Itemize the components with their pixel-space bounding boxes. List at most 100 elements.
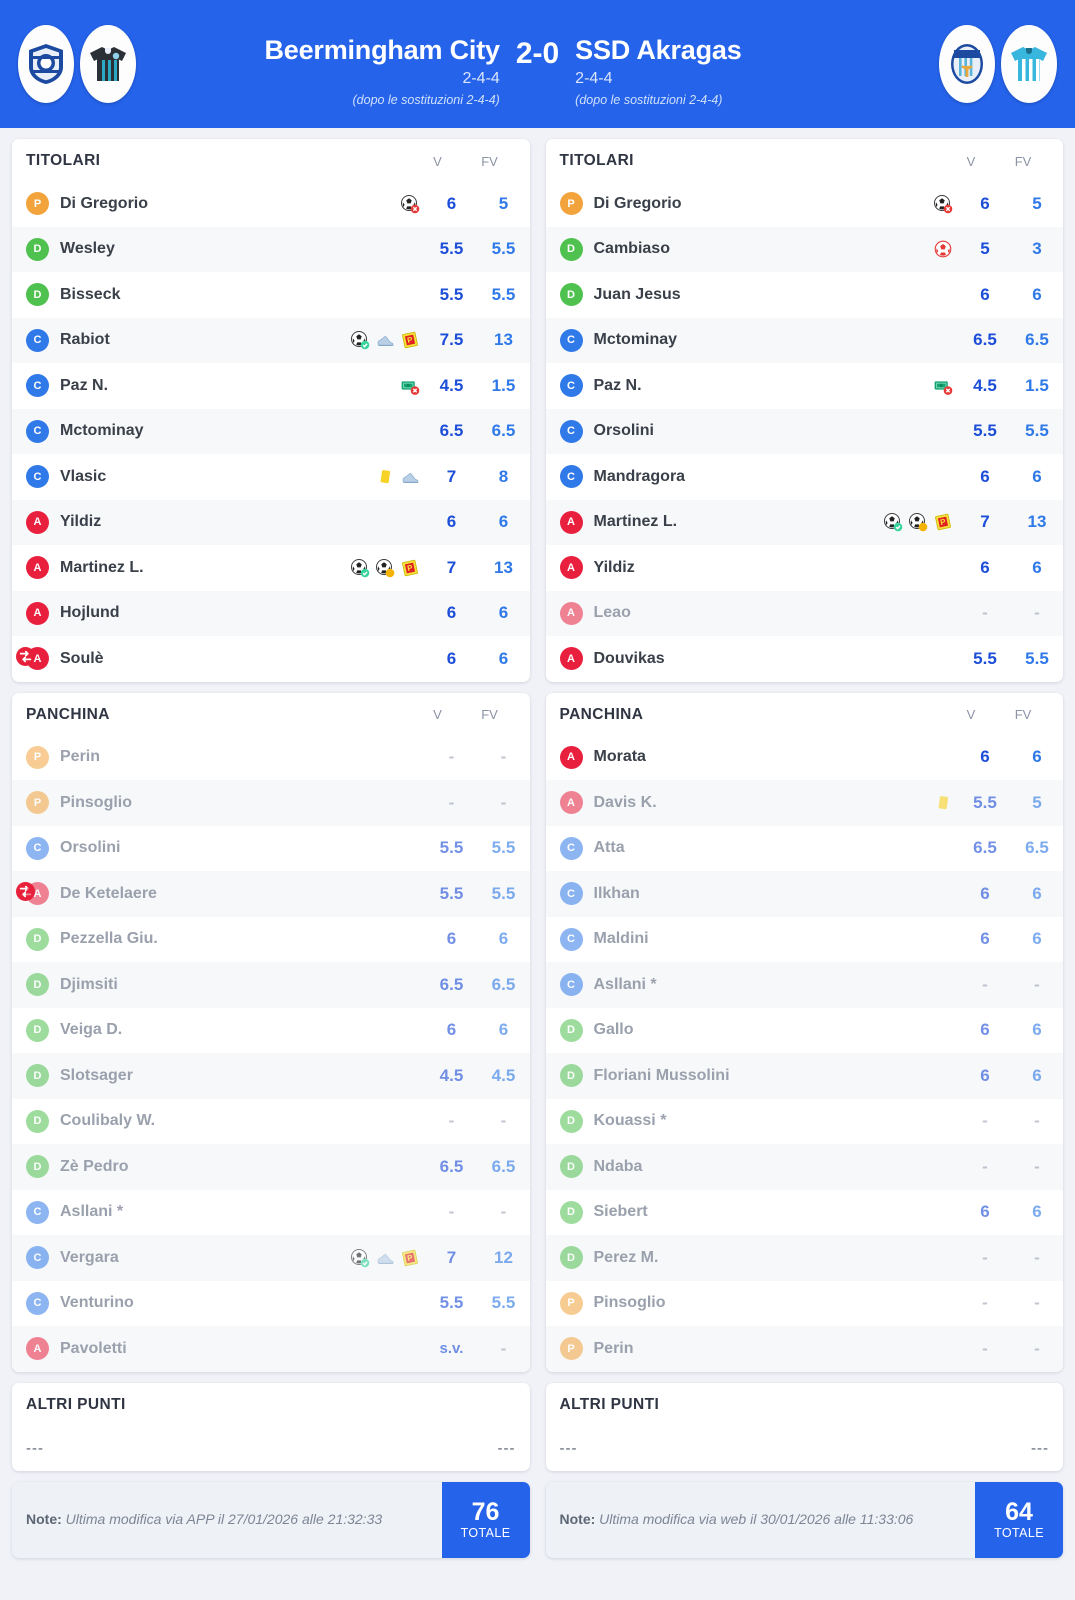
player-name: Juan Jesus [593, 285, 681, 303]
player-row[interactable]: D Ndaba - - [545, 1144, 1063, 1190]
player-row[interactable]: P Di Gregorio 6 5 [546, 181, 1064, 227]
player-name: Wesley [60, 240, 115, 258]
away-panchina-header: PANCHINA V FV [546, 693, 1064, 735]
home-total-box: 76 TOTALE [441, 1481, 530, 1558]
player-row[interactable]: A Martinez L. P 7 13 [12, 545, 530, 591]
player-role-badge: A [559, 601, 583, 625]
player-row[interactable]: D Bisseck 5.5 5.5 [12, 272, 530, 318]
player-voto: - [448, 1202, 455, 1222]
player-role-badge: D [26, 973, 49, 997]
player-row[interactable]: D Perez M. - - [545, 1235, 1063, 1281]
home-titolari-list: P Di Gregorio 6 5 D Wesley 5.5 5.5 D Bisseck 5.5 5.… [12, 181, 530, 682]
player-fantavoto: 5.5 [491, 284, 516, 304]
yellow-card-icon [933, 793, 953, 813]
player-voto: 5 [980, 239, 990, 259]
player-row[interactable]: A De Ketelaere 5.5 5.5 [12, 871, 530, 917]
player-name: Atta [593, 839, 625, 857]
player-fantavoto: 6 [498, 929, 509, 949]
away-club-kit-icon[interactable] [1001, 25, 1057, 103]
goal-scored-icon [350, 1248, 370, 1268]
player-row[interactable]: D Zè Pedro 6.5 6.5 [12, 1144, 530, 1190]
goal-scored-icon [350, 330, 370, 350]
player-row[interactable]: C Venturino 5.5 5.5 [12, 1281, 530, 1327]
player-row[interactable]: D Djimsiti 6.5 6.5 [12, 962, 530, 1008]
player-row[interactable]: A Pavoletti s.v. - [12, 1326, 530, 1372]
player-role-badge: D [26, 283, 49, 307]
player-row[interactable]: D Siebert 6 6 [546, 1190, 1064, 1236]
player-row[interactable]: C Rabiot P 7.5 13 [12, 317, 530, 363]
home-panchina-card: PANCHINA V FV P Perin - - P Pinsoglio - - C Orsol… [12, 692, 530, 1372]
player-name: Perin [60, 748, 101, 766]
player-row[interactable]: C Vlasic 7 8 [12, 454, 530, 500]
player-row[interactable]: A Yildiz 6 6 [546, 545, 1064, 591]
player-row[interactable]: P Pinsoglio - - [546, 1281, 1064, 1327]
player-row[interactable]: D Juan Jesus 6 6 [546, 272, 1064, 318]
player-row[interactable]: D Veiga D. 6 6 [12, 1008, 530, 1054]
player-row[interactable]: A Martinez L. P 7 13 [545, 499, 1063, 545]
player-fantavoto: 6 [1032, 883, 1042, 903]
player-event-icons [400, 194, 420, 214]
player-row[interactable]: A Morata 6 6 [546, 735, 1064, 781]
player-row[interactable]: D Slotsager 4.5 4.5 [12, 1053, 530, 1099]
svg-text:P: P [406, 335, 414, 345]
player-row[interactable]: C Vergara P 7 12 [12, 1235, 530, 1281]
player-row[interactable]: A Douvikas 5.5 5.5 [546, 636, 1064, 682]
player-fantavoto: 6 [1032, 284, 1042, 304]
player-row[interactable]: C Asllani * - - [12, 1190, 530, 1236]
section-title: PANCHINA [559, 705, 644, 723]
player-role-badge: D [26, 1155, 49, 1179]
player-row[interactable]: C Atta 6.5 6.5 [546, 826, 1064, 872]
player-row[interactable]: A Hojlund 6 6 [12, 590, 530, 636]
player-event-icons [933, 239, 953, 259]
player-role-badge: A [559, 556, 583, 580]
player-fantavoto: 6 [498, 648, 509, 668]
player-row[interactable]: D Floriani Mussolini 6 6 [545, 1053, 1063, 1099]
goal-penalty-icon [908, 512, 928, 532]
player-event-icons [933, 793, 953, 813]
player-row[interactable]: C Orsolini 5.5 5.5 [545, 408, 1063, 454]
player-row[interactable]: P Pinsoglio - - [12, 780, 530, 826]
player-row[interactable]: D Kouassi * - - [546, 1099, 1064, 1145]
player-row[interactable]: A Leao - - [545, 590, 1063, 636]
player-row[interactable]: P Di Gregorio 6 5 [12, 181, 530, 227]
player-voto: 6 [980, 557, 990, 577]
player-row[interactable]: D Cambiaso 5 3 [545, 226, 1063, 272]
player-row[interactable]: C Paz N. 4.5 1.5 [12, 363, 530, 409]
player-name: Orsolini [593, 422, 654, 440]
away-club-crest-icon[interactable] [939, 25, 995, 103]
player-fantavoto: 6 [1032, 1065, 1042, 1085]
penalty-card-icon: P [400, 1248, 420, 1268]
away-titolari-header: TITOLARI V FV [546, 139, 1064, 181]
player-role-badge: A [559, 510, 583, 534]
penalty-card-icon: P [933, 512, 953, 532]
player-row[interactable]: P Perin - - [12, 735, 530, 781]
player-name: Perin [593, 1339, 634, 1357]
home-club-kit-icon[interactable] [80, 25, 136, 103]
player-role-badge: C [26, 374, 49, 398]
player-name: Pinsoglio [593, 1294, 666, 1312]
player-row[interactable]: C Mandragora 6 6 [546, 454, 1064, 500]
player-row[interactable]: C Mctominay 6.5 6.5 [12, 408, 530, 454]
column-header-v: V [966, 707, 976, 722]
player-row[interactable]: D Coulibaly W. - - [12, 1099, 530, 1145]
player-row[interactable]: C Paz N. 4.5 1.5 [546, 363, 1064, 409]
player-row[interactable]: C Ilkhan 6 6 [545, 871, 1063, 917]
player-row[interactable]: D Gallo 6 6 [546, 1008, 1064, 1054]
player-row[interactable]: C Asllani * - - [545, 962, 1063, 1008]
note-body: Ultima modifica via web il 30/01/2026 al… [599, 1511, 914, 1528]
player-row[interactable]: C Orsolini 5.5 5.5 [12, 826, 530, 872]
player-row[interactable]: D Pezzella Giu. 6 6 [12, 917, 530, 963]
player-row[interactable]: A Davis K. 5.5 5 [545, 780, 1063, 826]
player-name: Mandragora [593, 467, 686, 485]
player-row[interactable]: A Yildiz 6 6 [12, 499, 530, 545]
player-fantavoto: 5.5 [491, 838, 516, 858]
home-club-crest-icon[interactable] [18, 25, 74, 103]
player-row[interactable]: C Maldini 6 6 [546, 917, 1064, 963]
player-row[interactable]: A Soulè 6 6 [12, 636, 530, 682]
player-row[interactable]: P Perin - - [545, 1326, 1063, 1372]
player-row[interactable]: C Mctominay 6.5 6.5 [545, 317, 1063, 363]
away-team-block: SSD Akragas 2-4-4 (dopo le sostituzioni … [559, 35, 859, 106]
home-team-module: 2-4-4 [462, 69, 500, 87]
player-role-badge: C [559, 374, 583, 398]
player-row[interactable]: D Wesley 5.5 5.5 [12, 226, 530, 272]
